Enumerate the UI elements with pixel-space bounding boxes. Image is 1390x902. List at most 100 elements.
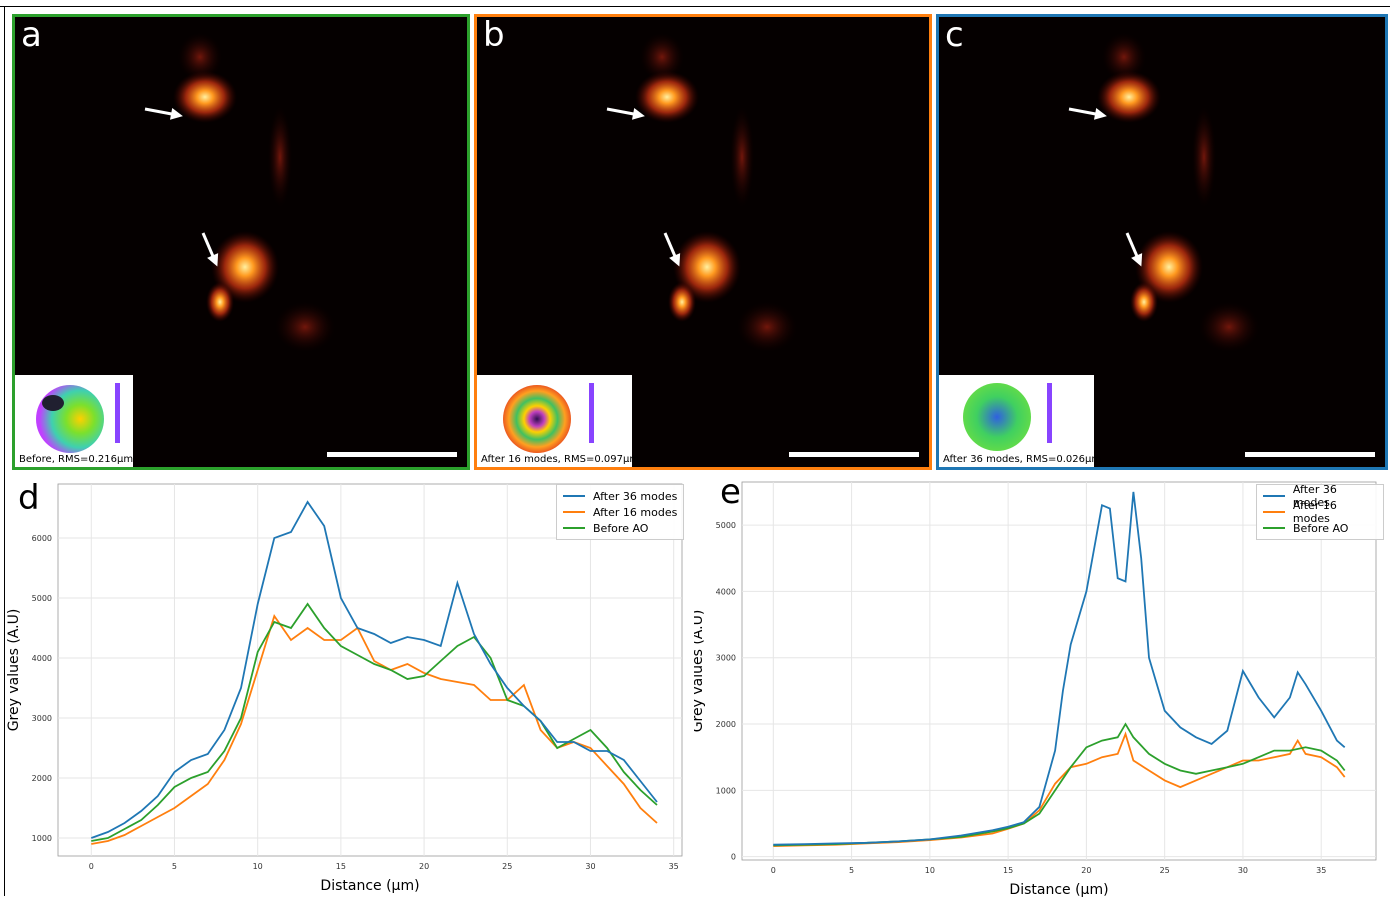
fluorescence-spot-4 (178, 33, 222, 81)
microscopy-panel-c: c After 36 modes, RMS=0.026µm (936, 14, 1388, 470)
series-line-2 (91, 602, 658, 842)
x-tick-label: 15 (336, 862, 346, 871)
legend-label: After 16 modes (593, 505, 678, 519)
legend-entry-before: Before AO (563, 520, 677, 536)
x-tick-label: 30 (1238, 866, 1248, 875)
y-tick-label: 6000 (32, 534, 52, 543)
legend-label: After 36 modes (593, 489, 678, 503)
fluorescence-spot-1 (211, 231, 279, 303)
y-tick-label: 1000 (32, 834, 52, 843)
y-tick-label: 3000 (32, 714, 52, 723)
plot-area (57, 483, 683, 857)
legend-entry-after16: After 16 modes (563, 504, 677, 520)
legend-entry-after16: After 16 modes (1263, 499, 1377, 525)
y-tick-label: 2000 (32, 774, 52, 783)
fluorescence-spot-5 (737, 302, 797, 352)
panel-label-c: c (945, 15, 964, 55)
scale-bar-c (1245, 452, 1375, 457)
panel-label-b: b (483, 15, 505, 55)
wavefront-caption-a: Before, RMS=0.216µm (19, 454, 134, 465)
y-axis-label: Grey values (A.U) (694, 610, 706, 733)
line-plot-e: e 0 5 10 15 20 25 30 35 0 1000 2000 3000 4000 5000 Dis… (690, 472, 1384, 898)
x-tick-label: 30 (585, 862, 595, 871)
panel-label-d: d (18, 478, 40, 518)
y-tick-label: 3000 (716, 654, 736, 663)
x-tick-label: 5 (849, 866, 854, 875)
wavefront-caption-b: After 16 modes, RMS=0.097µm (481, 454, 640, 465)
fluorescence-spot-1 (1135, 231, 1203, 303)
legend-entry-after36: After 36 modes (1263, 483, 1377, 509)
panel-label-a: a (21, 15, 42, 55)
top-border-line (0, 6, 1390, 7)
microscopy-panel-a: a Before, RMS=0.216µm (12, 14, 470, 470)
legend-label: After 16 modes (1292, 499, 1337, 525)
arrow-head-1 (1131, 253, 1143, 267)
arrow-head-0 (169, 107, 183, 120)
series-line-0 (90, 500, 658, 839)
y-tick-label: 5000 (716, 521, 736, 530)
y-tick-label: 1000 (716, 786, 736, 795)
fluorescence-spot-3 (268, 107, 292, 207)
fluorescence-spot-3 (1192, 107, 1216, 207)
wavefront-map-a (36, 383, 120, 453)
wavefront-map-c (963, 383, 1052, 451)
microscopy-image-a (144, 33, 335, 352)
wavefront-map-b (503, 383, 594, 453)
fluorescence-spot-4 (1102, 33, 1146, 81)
chart-d-canvas: 0 5 10 15 20 25 30 35 1000 2000 3000 4000 5000 6000 Di… (6, 483, 683, 894)
legend-d: After 36 modes After 16 modes Before AO (556, 484, 685, 540)
x-axis-label: Distance (µm) (320, 878, 419, 894)
x-axis-label: Distance (µm) (1009, 882, 1108, 898)
x-tick-label: 20 (419, 862, 429, 871)
scale-bar-b (789, 452, 919, 457)
x-tick-label: 35 (1316, 866, 1326, 875)
y-tick-label: 4000 (32, 654, 52, 663)
legend-entry-after36: After 36 modes (563, 488, 677, 504)
arrow-head-0 (631, 107, 645, 120)
fluorescence-spot-1 (673, 231, 741, 303)
legend-e: After 36 modes After 16 modes Before AO (1256, 483, 1384, 540)
fluorescence-spot-2 (206, 282, 234, 322)
y-axis-label: Grey values (A.U) (6, 609, 22, 732)
arrow-head-1 (207, 253, 219, 267)
y-tick-label: 2000 (716, 720, 736, 729)
scale-bar-a (327, 452, 457, 457)
left-border-line (4, 6, 5, 896)
y-tick-label: 5000 (32, 594, 52, 603)
x-tick-label: 15 (1003, 866, 1013, 875)
x-tick-label: 10 (253, 862, 263, 871)
microscopy-image-b (606, 33, 797, 352)
fluorescence-spot-5 (1199, 302, 1259, 352)
x-tick-label: 25 (502, 862, 512, 871)
fluorescence-spot-2 (668, 282, 696, 322)
x-tick-label: 35 (669, 862, 679, 871)
wavefront-caption-c: After 36 modes, RMS=0.026µm (943, 454, 1102, 465)
fluorescence-spot-5 (275, 302, 335, 352)
x-tick-label: 10 (925, 866, 935, 875)
legend-entry-before: Before AO (1263, 520, 1377, 536)
fluorescence-spot-0 (1097, 71, 1161, 123)
x-tick-label: 25 (1160, 866, 1170, 875)
legend-label: Before AO (1293, 521, 1349, 535)
fluorescence-spot-0 (173, 71, 237, 123)
series-line-0 (773, 491, 1346, 846)
fluorescence-spot-2 (1130, 282, 1158, 322)
microscopy-image-c (1068, 33, 1259, 352)
fluorescence-spot-3 (730, 107, 754, 207)
plot-area (741, 481, 1377, 861)
y-tick-label: 0 (731, 853, 736, 862)
arrow-head-0 (1093, 107, 1107, 120)
wavefront-inset-a: Before, RMS=0.216µm (15, 375, 133, 467)
y-tick-label: 4000 (716, 587, 736, 596)
panel-label-e: e (720, 472, 741, 512)
x-tick-label: 5 (172, 862, 177, 871)
x-tick-label: 0 (771, 866, 776, 875)
wavefront-inset-b: After 16 modes, RMS=0.097µm (477, 375, 639, 467)
arrow-head-1 (669, 253, 681, 267)
fluorescence-spot-0 (635, 71, 699, 123)
chart-e-canvas: 0 5 10 15 20 25 30 35 0 1000 2000 3000 4000 5000 Dista… (690, 481, 1377, 898)
legend-label: Before AO (593, 521, 649, 535)
wavefront-inset-c: After 36 modes, RMS=0.026µm (939, 375, 1101, 467)
line-plot-d: d 0 5 10 15 20 25 30 35 1000 2000 3000 4000 5000 6000… (6, 478, 690, 898)
fluorescence-spot-4 (640, 33, 684, 81)
